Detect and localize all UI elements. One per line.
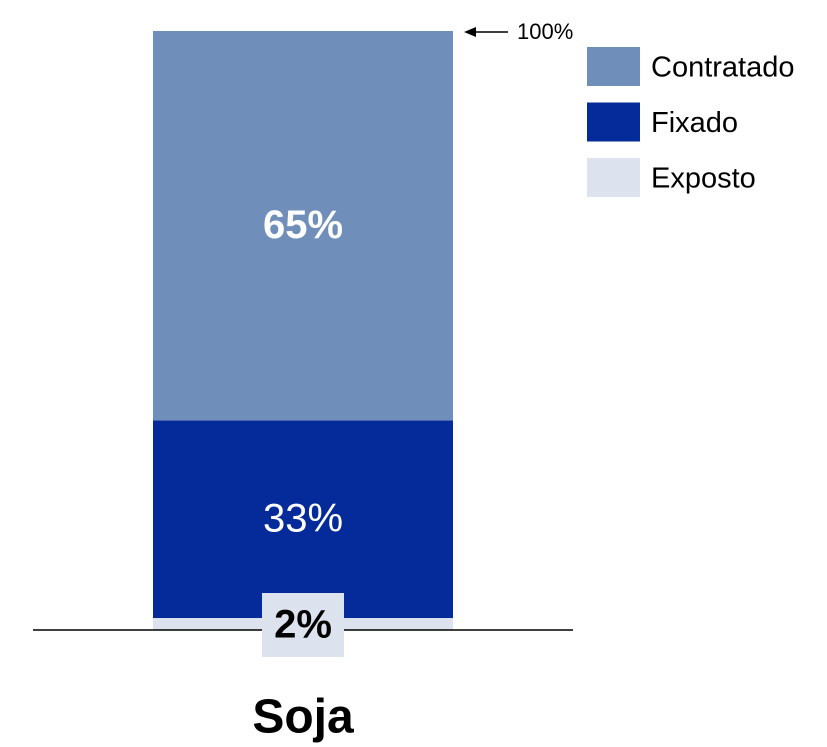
legend-swatch xyxy=(587,47,640,86)
value-label: 33% xyxy=(263,497,343,541)
value-label: 2% xyxy=(274,603,332,647)
legend-label: Fixado xyxy=(651,107,738,139)
value-label: 65% xyxy=(263,203,343,247)
legend-label: Exposto xyxy=(651,163,756,195)
bar-segment xyxy=(153,420,453,619)
bar-segment xyxy=(153,31,453,421)
legend-label: Contratado xyxy=(651,52,795,84)
x-tick-label: Soja xyxy=(252,691,354,744)
legend-swatch xyxy=(587,102,640,142)
legend-swatch xyxy=(587,158,640,197)
annotation: 100% xyxy=(517,19,573,44)
value-label-box xyxy=(262,593,344,657)
annotation-arrowhead xyxy=(464,27,476,37)
